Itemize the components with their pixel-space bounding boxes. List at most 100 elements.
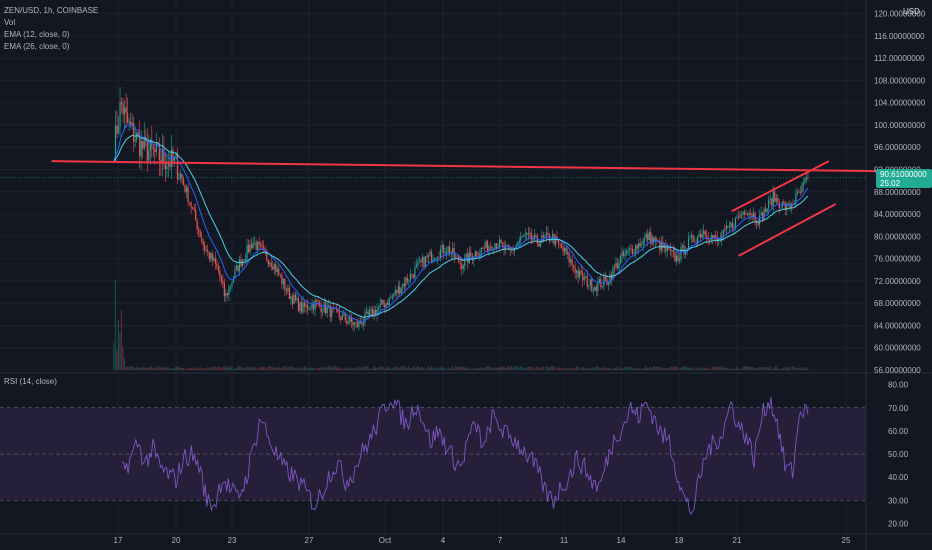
volume-bar — [583, 367, 585, 370]
price-axis[interactable]: 56.00000000 60.00000000 64.00000000 68.0000… — [874, 10, 926, 375]
candle-body — [252, 242, 254, 249]
volume-bar — [270, 366, 272, 370]
volume-bar — [330, 367, 333, 370]
volume-bar — [166, 367, 168, 370]
volume-bar — [545, 366, 547, 370]
volume-bar — [406, 368, 408, 370]
price-tick-label: 60.00000000 — [874, 344, 921, 353]
volume-bar — [483, 368, 485, 370]
currency-label[interactable]: USD — [903, 7, 920, 16]
price-tick-label: 84.00000000 — [874, 210, 921, 219]
volume-bar — [624, 366, 626, 370]
volume-bar — [382, 366, 384, 370]
volume-bar — [476, 368, 478, 370]
volume-bar — [486, 366, 488, 370]
candle-body — [772, 191, 774, 206]
volume-bar — [603, 366, 605, 370]
volume-bar — [252, 367, 254, 370]
time-axis[interactable]: 17 20 23 27 Oct 4 7 11 14 18 21 25 — [114, 536, 851, 545]
candle-body — [495, 243, 498, 248]
volume-bar — [125, 367, 127, 370]
candle-body — [317, 301, 319, 303]
volume-bar — [707, 367, 709, 370]
volume-bar — [134, 368, 136, 370]
volume-bar — [659, 366, 661, 370]
last-price-badge: 90.61000000 25:02 — [876, 169, 932, 188]
candle-body — [650, 232, 652, 244]
volume-bar — [179, 367, 181, 370]
candle-body — [470, 252, 472, 257]
candle-body — [622, 251, 625, 256]
candle-body — [228, 287, 230, 295]
candle-body — [765, 208, 767, 212]
candle-body — [577, 270, 579, 278]
volume-bar — [770, 368, 773, 370]
volume-bar — [199, 366, 201, 370]
volume-bar — [163, 367, 165, 370]
volume-bar — [612, 368, 614, 370]
volume-bar — [515, 366, 517, 370]
candle-body — [246, 245, 248, 259]
volume-bar — [526, 367, 528, 370]
candles — [114, 87, 809, 332]
volume-bar — [355, 366, 357, 370]
candle-body — [795, 193, 797, 203]
volume-bar — [300, 368, 302, 370]
candle-body — [535, 235, 537, 236]
volume-bar — [482, 368, 484, 370]
volume-bar — [315, 368, 318, 370]
volume-bar — [683, 367, 685, 370]
ema12-legend[interactable]: EMA (12, close, 0) — [4, 30, 70, 39]
candle-body — [616, 262, 619, 269]
volume-bar — [157, 367, 159, 370]
ema26-legend[interactable]: EMA (26, close, 0) — [4, 42, 70, 51]
volume-bar — [128, 367, 130, 370]
volume-bar — [510, 366, 513, 370]
candle-body — [405, 277, 407, 286]
price-tick-label: 108.00000000 — [874, 76, 926, 85]
candle-body — [799, 192, 802, 193]
candle-body — [595, 286, 597, 291]
candle-body — [570, 259, 572, 263]
candle-body — [341, 314, 343, 320]
volume-bar — [468, 368, 470, 370]
volume-bar — [571, 368, 573, 370]
volume-legend[interactable]: Vol — [4, 18, 16, 27]
volume-bar — [154, 368, 156, 370]
candle-body — [786, 203, 788, 211]
candle-body — [122, 103, 124, 115]
candle-body — [235, 265, 238, 271]
candle-body — [397, 286, 399, 294]
candle-body — [653, 237, 655, 242]
rsi-legend[interactable]: RSI (14, close) — [4, 377, 57, 386]
rsi-axis[interactable]: 20.00 30.00 40.00 50.00 60.00 70.00 80.00 — [888, 381, 909, 529]
candle-body — [547, 232, 549, 235]
candle-body — [777, 197, 779, 202]
symbol-legend[interactable]: ZEN/USD, 1h, COINBASE — [4, 6, 99, 15]
ema-lines — [113, 124, 809, 323]
candle-body — [367, 311, 369, 315]
candle-body — [733, 227, 735, 229]
candle-body — [743, 211, 746, 215]
candle-body — [680, 247, 682, 260]
volume-bar — [704, 367, 706, 370]
candle-body — [208, 251, 210, 259]
volume-bar — [763, 367, 765, 370]
trendlines[interactable] — [51, 160, 878, 257]
candle-body — [287, 287, 289, 292]
volume-bar — [343, 368, 345, 370]
volume-bar — [713, 367, 715, 370]
volume-bar — [281, 368, 283, 370]
candle-body — [557, 239, 560, 244]
ema12-line — [113, 124, 809, 323]
volume-bar — [226, 367, 228, 370]
volume-bar — [297, 367, 299, 370]
price-tick-label: 80.00000000 — [874, 232, 921, 241]
volume-bar — [654, 366, 656, 370]
volume-bar — [681, 366, 683, 370]
candle-body — [347, 322, 349, 324]
candle-body — [346, 320, 348, 324]
candle-body — [393, 294, 395, 297]
volume-bar — [597, 366, 599, 370]
